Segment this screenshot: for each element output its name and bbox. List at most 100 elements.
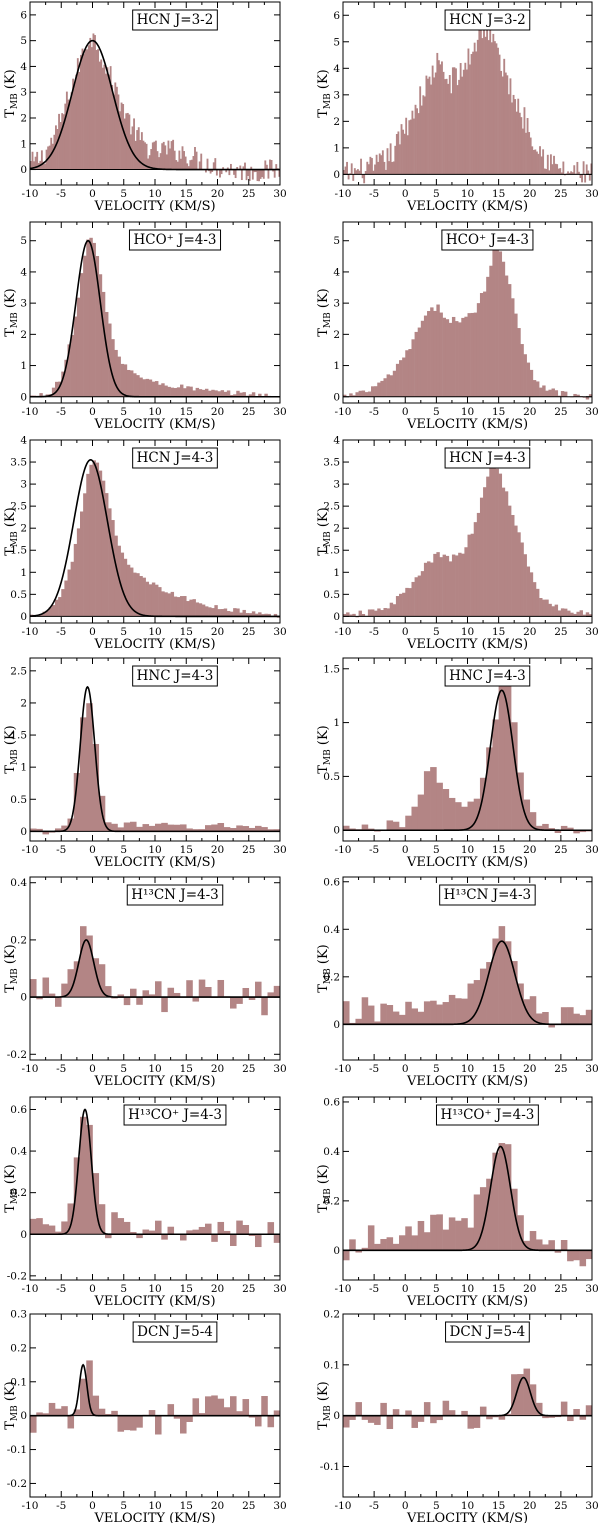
histogram-bar bbox=[392, 821, 400, 831]
histogram-bar bbox=[192, 829, 200, 832]
histogram-bar bbox=[380, 1402, 387, 1416]
histogram-bar bbox=[223, 608, 228, 617]
histogram-bar bbox=[361, 824, 369, 831]
histogram-bar bbox=[248, 827, 256, 832]
histogram-bar bbox=[383, 608, 387, 617]
histogram-bar bbox=[64, 359, 68, 397]
histogram-bar bbox=[217, 822, 225, 832]
histogram-bar bbox=[155, 823, 162, 832]
histogram-bar bbox=[123, 558, 128, 617]
histogram-bar bbox=[529, 812, 537, 831]
histogram-bar bbox=[89, 37, 92, 170]
histogram-bar bbox=[445, 555, 450, 617]
histogram-bar bbox=[83, 53, 85, 170]
y-tick-label: 2 bbox=[333, 329, 340, 341]
histogram-bar bbox=[211, 608, 215, 617]
x-tick-label: -5 bbox=[369, 1500, 379, 1512]
histogram-bar bbox=[258, 393, 262, 397]
histogram-bar bbox=[556, 164, 559, 175]
histogram-bar bbox=[151, 142, 154, 170]
histogram-bar bbox=[430, 1415, 437, 1424]
x-tick-label: 10 bbox=[461, 1500, 474, 1512]
histogram-bar bbox=[584, 174, 587, 183]
histogram-bar bbox=[95, 462, 100, 617]
histogram-bar bbox=[80, 717, 87, 832]
histogram-bar bbox=[444, 79, 447, 175]
x-tick-label: 25 bbox=[242, 844, 255, 856]
histogram-bar bbox=[367, 1225, 375, 1251]
y-tick-label: 0.5 bbox=[323, 589, 340, 601]
y-axis-label: TMB (K) bbox=[316, 1381, 333, 1430]
histogram-bar bbox=[503, 58, 506, 175]
histogram-bar bbox=[192, 156, 195, 170]
histogram-bar bbox=[517, 98, 520, 175]
x-tick-label: 20 bbox=[523, 1500, 536, 1512]
x-tick-label: 10 bbox=[461, 188, 474, 200]
histogram-bar bbox=[414, 104, 417, 175]
histogram-bar bbox=[423, 1232, 431, 1251]
histogram-bar bbox=[67, 1203, 75, 1235]
histogram-bar bbox=[67, 99, 70, 170]
histogram-bar bbox=[535, 151, 538, 175]
x-tick-label: 0 bbox=[402, 188, 409, 200]
histogram-bar bbox=[486, 1415, 493, 1420]
y-tick-label: 2 bbox=[20, 523, 27, 535]
histogram-bar bbox=[436, 782, 443, 831]
x-tick-label: 30 bbox=[585, 626, 598, 638]
histogram-bar bbox=[576, 394, 580, 397]
histogram-bar bbox=[84, 49, 87, 170]
histogram-bar bbox=[445, 319, 450, 397]
histogram-bar bbox=[423, 562, 428, 617]
histogram-bar bbox=[560, 1007, 568, 1025]
histogram-bar bbox=[467, 313, 471, 397]
histogram-bar bbox=[436, 1004, 443, 1025]
histogram-bar bbox=[86, 935, 93, 998]
histogram-bar bbox=[437, 60, 440, 175]
histogram-bar bbox=[349, 828, 356, 831]
histogram-bar bbox=[198, 389, 203, 397]
histogram-bar bbox=[136, 826, 143, 832]
histogram-bar bbox=[133, 572, 137, 617]
histogram-bar bbox=[509, 78, 512, 175]
histogram-bar bbox=[386, 1005, 394, 1025]
histogram-bar bbox=[381, 150, 384, 175]
histogram-bar bbox=[423, 1402, 431, 1416]
histogram-bar bbox=[42, 1413, 50, 1416]
line-label-box bbox=[132, 447, 218, 469]
histogram-bar bbox=[73, 543, 78, 617]
histogram-bar bbox=[399, 360, 403, 397]
histogram-bar bbox=[239, 612, 243, 617]
histogram-bar bbox=[414, 331, 418, 397]
histogram-bar bbox=[511, 1374, 518, 1416]
histogram-bar bbox=[420, 320, 425, 397]
y-axis-label: TMB (K) bbox=[3, 1164, 20, 1213]
x-axis-label: VELOCITY (KM/S) bbox=[93, 1511, 215, 1523]
y-axis-label: TMB (K) bbox=[3, 725, 20, 774]
histogram-bar bbox=[205, 1223, 212, 1235]
histogram-bar bbox=[367, 609, 372, 617]
histogram-bar bbox=[220, 390, 225, 397]
histogram-bar bbox=[501, 487, 506, 617]
histogram-bar bbox=[577, 171, 580, 175]
histogram-bar bbox=[511, 298, 515, 397]
histogram-bar bbox=[236, 825, 243, 832]
histogram-bar bbox=[187, 166, 190, 170]
y-axis-label: TMB (K) bbox=[316, 69, 333, 118]
histogram-bar bbox=[476, 39, 479, 175]
histogram-bar bbox=[55, 997, 62, 1007]
plot-area bbox=[343, 460, 592, 618]
x-tick-label: 5 bbox=[433, 188, 440, 200]
histogram-bar bbox=[535, 825, 543, 831]
histogram-bar bbox=[529, 1231, 537, 1251]
histogram-bar bbox=[389, 375, 394, 397]
histogram-bar bbox=[573, 165, 576, 175]
histogram-bar bbox=[413, 118, 415, 175]
x-tick-label: 25 bbox=[554, 1283, 567, 1295]
histogram-bar bbox=[486, 476, 490, 617]
histogram-bar bbox=[134, 140, 137, 170]
histogram-bar bbox=[523, 1368, 531, 1416]
line-label-box bbox=[444, 665, 531, 687]
x-tick-label: 20 bbox=[211, 1500, 224, 1512]
histogram-bar bbox=[417, 1415, 425, 1422]
histogram-bar bbox=[70, 92, 73, 170]
